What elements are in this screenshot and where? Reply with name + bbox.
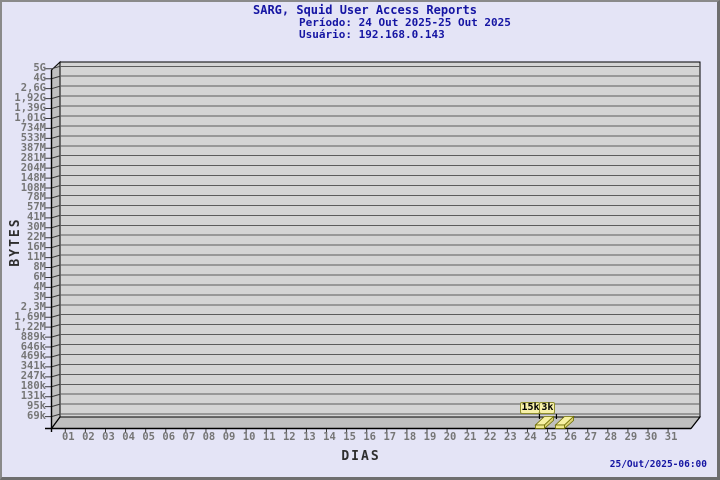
y-axis-tick-label: 1,69M [14,310,46,323]
x-axis-tick-label: 07 [182,431,196,443]
bar-value-label-day-25: 3k [539,402,556,414]
y-axis-tick-label: 4M [33,280,46,293]
x-axis-tick-label: 12 [282,431,296,443]
y-axis-tick-label: 533M [20,131,46,144]
x-axis-tick-label: 25 [544,431,557,443]
x-axis-tick-label: 04 [122,431,135,443]
chart-period: Período: 24 Out 2025-25 Out 2025 [299,15,511,29]
y-axis-tick-label: 1,39G [14,102,46,115]
y-tick [45,65,61,70]
x-axis-tick-label: 13 [303,431,316,443]
y-axis-tick-label: 387M [20,141,46,154]
plot-face [59,61,701,418]
y-axis-tick-label: 22M [27,231,46,244]
y-axis-tick-label: 247k [20,370,46,383]
x-axis-tick-label: 11 [262,431,276,443]
y-axis-tick-label: 108M [20,181,46,194]
x-axis-tick-label: 22 [483,431,497,443]
x-axis-tick-label: 16 [363,431,377,443]
y-axis-tick-label: 889k [20,330,46,343]
x-axis-tick-label: 28 [604,431,618,443]
y-axis-tick-label: 69k [27,410,46,423]
x-axis-tick-label: 09 [222,431,236,443]
x-axis-tick-label: 08 [202,431,216,443]
y-axis-tick-label: 11M [27,251,46,264]
bar-value-label-day-24: 15k [520,402,541,414]
bar-front-day-25 [555,424,565,429]
axis-corner-edge [51,416,61,429]
y-axis-tick-label: 16M [27,241,46,254]
x-axis-tick-label: 03 [102,431,115,443]
y-axis-tick-label: 6M [33,270,46,283]
x-axis-tick-label: 17 [383,431,397,443]
y-axis-tick-label: 5G [33,62,46,75]
x-axis-tick-label: 10 [242,431,256,443]
x-axis-tick-label: 21 [463,431,477,443]
y-axis-tick-label: 1,01G [14,111,46,124]
y-axis-tick-label: 2,3M [20,300,46,313]
y-axis-tick-label: 1,22M [14,320,46,333]
chart-title: SARG, Squid User Access Reports [253,3,477,17]
y-axis-title: BYTES [8,217,23,267]
y-axis-tick-label: 30M [27,221,46,234]
y-axis-tick-label: 2,6G [20,82,46,95]
chart-user: Usuário: 192.168.0.143 [299,27,445,41]
y-axis-tick-label: 3M [33,290,46,303]
y-axis-tick-label: 204M [20,161,46,174]
y-axis-tick-label: 41M [27,211,46,224]
y-axis-tick-label: 469k [20,350,46,363]
x-axis-tick-label: 24 [524,431,537,443]
x-axis-tick-label: 01 [61,431,75,443]
x-axis-tick-label: 14 [323,431,336,443]
x-axis-tick-label: 20 [443,431,457,443]
y-axis-tick-label: 180k [20,380,46,393]
y-axis-tick-label: 646k [20,340,46,353]
bar-front-day-24 [535,424,545,429]
x-axis-tick-label: 06 [162,431,176,443]
generation-timestamp: 25/Out/2025-06:00 [609,459,707,470]
x-axis-tick-label: 15 [343,431,356,443]
y-axis-tick-label: 131k [20,390,46,403]
x-axis-tick-label: 23 [504,431,517,443]
x-axis-title: DIAS [341,449,381,464]
x-axis-tick-label: 30 [644,431,658,443]
x-axis-tick-label: 31 [664,431,678,443]
y-axis-tick-label: 341k [20,360,46,373]
x-axis-tick-label: 29 [624,431,638,443]
y-axis-tick-label: 1,92G [14,92,46,105]
floor-right-edge [690,416,701,429]
x-axis-tick-label: 19 [423,431,437,443]
y-axis-tick-label: 148M [20,171,46,184]
plot-floor [50,416,702,429]
y-axis-tick-label: 8M [33,261,46,274]
y-axis-tick-label: 4G [33,72,46,85]
y-axis-tick-label: 734M [20,121,46,134]
y-axis-tick-label: 57M [27,201,46,214]
y-axis-tick-label: 95k [27,400,46,413]
y-axis-tick-label: 78M [27,191,46,204]
x-axis-tick-label: 27 [584,431,598,443]
y-axis-tick-label: 281M [20,151,46,164]
x-axis-tick-label: 02 [82,431,95,443]
x-axis-tick-label: 18 [403,431,417,443]
x-axis-tick-label: 05 [142,431,155,443]
x-axis-tick-label: 26 [564,431,577,443]
